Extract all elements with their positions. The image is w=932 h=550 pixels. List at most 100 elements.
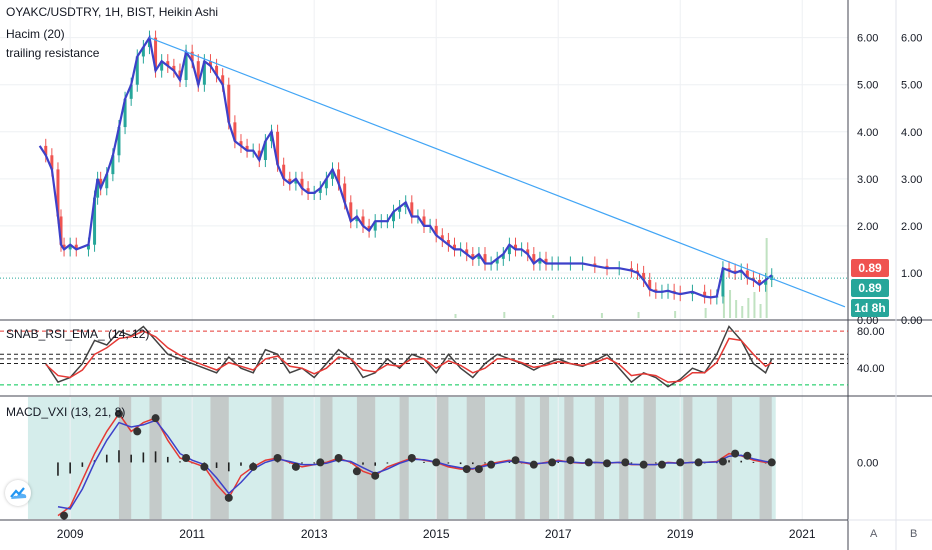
macd-signal-point [743, 451, 752, 460]
macd-bg-gray [539, 397, 550, 519]
macd-histogram-bar [81, 462, 84, 467]
price-candle [398, 207, 402, 212]
price-candle [605, 265, 609, 269]
macd-histogram-bar [142, 452, 145, 463]
price-candle [453, 244, 457, 250]
price-candle [727, 268, 731, 271]
price-candle [184, 51, 188, 80]
macd-histogram-bar [118, 450, 120, 463]
price-candle [721, 268, 725, 297]
macd-histogram-bar [472, 462, 474, 465]
price-candle [532, 254, 536, 264]
price-candle [544, 258, 548, 264]
macd-bg-gray [594, 397, 604, 519]
price-candle [44, 145, 48, 156]
macd-signal-point [432, 458, 441, 467]
price-candle [538, 258, 542, 264]
macd-signal-point [151, 414, 160, 423]
log-scale-button[interactable]: B [910, 528, 918, 540]
price-candle [68, 244, 72, 250]
price-tick-label: 6.00 [857, 33, 878, 45]
price-candle [465, 249, 469, 255]
price-candle [703, 291, 707, 297]
price-candle [337, 169, 341, 184]
volume-bar [722, 296, 725, 318]
price-candle [318, 188, 322, 193]
price-candle [434, 225, 438, 236]
macd-histogram-bar [740, 460, 743, 463]
macd-panel-title[interactable]: MACD_VXI (13, 21, 8) [6, 405, 126, 419]
volume-indicator-label[interactable]: Hacim (20) [6, 27, 65, 41]
trend-line[interactable] [149, 37, 846, 308]
rsi-ema-line[interactable] [45, 330, 773, 383]
trailing-resistance-line[interactable] [38, 34, 773, 299]
auto-scale-button[interactable]: A [870, 528, 878, 540]
macd-histogram-bar [215, 462, 218, 468]
tradingview-logo[interactable] [5, 480, 31, 506]
macd-bg-gray [619, 397, 629, 519]
macd-bg-gray [643, 397, 656, 519]
price-candle [239, 141, 243, 146]
price-candle [349, 202, 353, 222]
volume-bar [747, 298, 750, 318]
volume-bar [735, 300, 738, 318]
price-tick-label-secondary: 2.00 [901, 221, 922, 233]
price-tick-label: 4.00 [857, 127, 878, 139]
price-candle [99, 178, 103, 189]
price-candle [129, 84, 133, 99]
price-candle [117, 127, 121, 156]
macd-histogram-bar [423, 461, 425, 463]
price-tick-label: 3.00 [857, 174, 878, 186]
price-candle [288, 178, 292, 184]
price-candle [245, 145, 249, 151]
price-tick-label-secondary: 0.00 [901, 315, 922, 327]
macd-signal-point [200, 462, 209, 471]
price-candle [154, 37, 158, 71]
time-axis-label: 2021 [789, 527, 816, 541]
macd-signal-point [474, 465, 483, 474]
macd-signal-point [657, 460, 666, 469]
price-candle [422, 216, 426, 226]
macd-signal-point [584, 458, 593, 467]
price-candle [373, 221, 377, 231]
macd-signal-point [603, 459, 612, 468]
macd-signal-point [462, 465, 471, 474]
macd-histogram-bar [728, 460, 730, 463]
price-candle [263, 141, 267, 160]
macd-histogram-bar [630, 462, 633, 464]
macd-signal-point [133, 427, 142, 436]
volume-bar [552, 315, 555, 318]
volume-bar [454, 314, 457, 318]
macd-signal-point [511, 456, 520, 465]
price-candle [86, 244, 90, 250]
price-candle [172, 65, 176, 71]
price-candle [471, 254, 475, 259]
macd-signal-line[interactable] [57, 419, 772, 510]
symbol-title[interactable]: OYAKC/USDTRY, 1H, BIST, Heikin Ashi [6, 5, 219, 19]
price-candle [276, 131, 280, 165]
price-candle [166, 61, 170, 66]
macd-histogram-bar [447, 462, 450, 464]
price-candle [593, 263, 597, 266]
rsi-tick-label: 40.00 [857, 363, 885, 375]
price-candle [257, 150, 261, 160]
price-candle [196, 61, 200, 85]
macd-signal-point [621, 458, 630, 467]
price-candle [324, 178, 328, 189]
macd-bg-gray [399, 397, 409, 519]
trailing-resistance-label[interactable]: trailing resistance [6, 46, 100, 60]
price-candle [507, 244, 511, 255]
volume-bar [503, 312, 506, 318]
rsi-line[interactable] [45, 325, 773, 388]
price-candle [446, 240, 450, 245]
close-price-tag: 0.89 [851, 279, 889, 297]
price-candle [300, 178, 304, 189]
price-candle [410, 202, 414, 217]
macd-signal-point [114, 409, 123, 418]
price-candle [642, 272, 646, 280]
macd-histogram-bar [459, 462, 462, 465]
rsi-panel-title[interactable]: SNAB_RSI_EMA_ (14, 12) [6, 327, 150, 341]
macd-signal-point [767, 458, 776, 467]
price-candle [367, 225, 371, 231]
